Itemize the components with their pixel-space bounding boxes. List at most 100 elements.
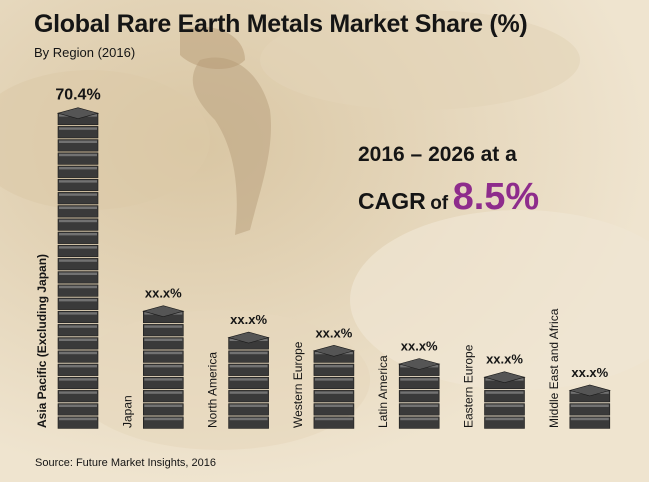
bar-block-highlight xyxy=(59,219,97,223)
bar-3 xyxy=(312,344,356,429)
bar-block-highlight xyxy=(59,193,97,196)
bar-block xyxy=(484,403,525,416)
bar-block xyxy=(57,126,99,139)
bar-block xyxy=(57,350,99,363)
bar-block-highlight xyxy=(314,365,353,368)
data-label-2: xx.x% xyxy=(230,312,267,327)
cagr-value: 8.5% xyxy=(452,176,540,218)
bar-block-highlight xyxy=(229,417,268,421)
bar-block xyxy=(57,337,99,350)
bar-block xyxy=(143,390,184,403)
bar-block xyxy=(143,376,184,390)
bar-block-highlight xyxy=(400,417,439,421)
bar-block-highlight xyxy=(59,365,97,368)
bar-block xyxy=(57,178,99,192)
bar-block-highlight xyxy=(59,351,97,355)
bar-block xyxy=(57,271,99,284)
bar-block xyxy=(143,416,184,429)
category-label-6: Middle East and Africa xyxy=(547,308,561,428)
bar-top-face xyxy=(56,107,100,120)
bar-block xyxy=(57,258,99,271)
bar-block-highlight xyxy=(400,378,439,381)
bar-5 xyxy=(483,371,526,429)
bar-block xyxy=(228,416,269,429)
bar-block xyxy=(57,376,99,390)
bar-block xyxy=(313,403,355,416)
bar-block-highlight xyxy=(59,153,97,157)
bar-block-highlight xyxy=(314,391,353,394)
bar-block xyxy=(57,139,99,152)
data-label-6: xx.x% xyxy=(571,365,608,380)
bar-block-highlight xyxy=(570,417,609,421)
bar-block xyxy=(313,390,355,403)
bar-block-highlight xyxy=(314,378,353,381)
data-label-5: xx.x% xyxy=(486,352,523,367)
bar-block xyxy=(57,231,99,244)
category-label-4: Latin America xyxy=(376,355,390,428)
bar-block xyxy=(398,416,440,429)
category-label-1: Japan xyxy=(120,395,134,428)
category-label-5: Eastern Europe xyxy=(462,344,476,428)
bar-block xyxy=(57,403,99,416)
bar-block xyxy=(143,363,184,376)
bar-block-highlight xyxy=(59,391,97,394)
bar-block xyxy=(57,324,99,337)
bar-block-highlight xyxy=(314,404,353,407)
bar-block-highlight xyxy=(314,417,353,421)
bar-block xyxy=(57,363,99,376)
bar-block xyxy=(57,205,99,218)
bar-block-highlight xyxy=(400,404,439,407)
bar-block xyxy=(313,416,355,429)
bar-block-highlight xyxy=(400,391,439,394)
bar-top-face xyxy=(312,344,356,357)
bar-block xyxy=(398,390,440,403)
bar-block-highlight xyxy=(59,404,97,407)
bar-block xyxy=(57,244,99,258)
bar-top-face xyxy=(142,305,185,318)
bar-block xyxy=(143,350,184,363)
bar-block xyxy=(228,403,269,416)
source-note: Source: Future Market Insights, 2016 xyxy=(35,457,216,469)
bar-block-highlight xyxy=(144,338,183,341)
bar-block xyxy=(57,297,99,310)
bar-block xyxy=(398,376,440,390)
category-label-3: Western Europe xyxy=(291,341,305,428)
bar-0 xyxy=(56,107,100,429)
bar-block-highlight xyxy=(59,285,97,289)
bar-block-highlight xyxy=(59,233,97,236)
bar-block-highlight xyxy=(485,417,524,421)
bar-block xyxy=(484,416,525,429)
data-label-1: xx.x% xyxy=(145,286,182,301)
bar-block-highlight xyxy=(59,325,97,328)
bar-top-face xyxy=(227,331,270,344)
bar-block-highlight xyxy=(59,312,97,315)
cagr-prefix: CAGR xyxy=(358,188,426,214)
cagr-period: 2016 – 2026 at a xyxy=(358,143,517,166)
bar-block-highlight xyxy=(144,417,183,421)
bar-block-highlight xyxy=(570,404,609,407)
bar-block xyxy=(57,390,99,403)
bar-block xyxy=(228,376,269,390)
bar-block-highlight xyxy=(59,299,97,302)
bar-block-highlight xyxy=(144,404,183,407)
bar-block-highlight xyxy=(485,404,524,407)
bar-1 xyxy=(142,305,185,429)
bar-4 xyxy=(398,358,441,429)
bar-block xyxy=(57,218,99,231)
bar-block xyxy=(398,403,440,416)
bar-block xyxy=(484,390,525,403)
bar-block xyxy=(57,192,99,205)
bar-block xyxy=(313,363,355,376)
chart-subtitle: By Region (2016) xyxy=(34,45,136,60)
chart-title: Global Rare Earth Metals Market Share (%… xyxy=(34,10,528,38)
bar-block-highlight xyxy=(59,246,97,249)
bar-block xyxy=(228,363,269,376)
bar-top-face xyxy=(483,371,526,384)
bar-block-highlight xyxy=(144,391,183,394)
bar-block xyxy=(143,337,184,350)
bar-block xyxy=(569,403,611,416)
bar-block xyxy=(228,390,269,403)
bar-block-highlight xyxy=(59,127,97,130)
